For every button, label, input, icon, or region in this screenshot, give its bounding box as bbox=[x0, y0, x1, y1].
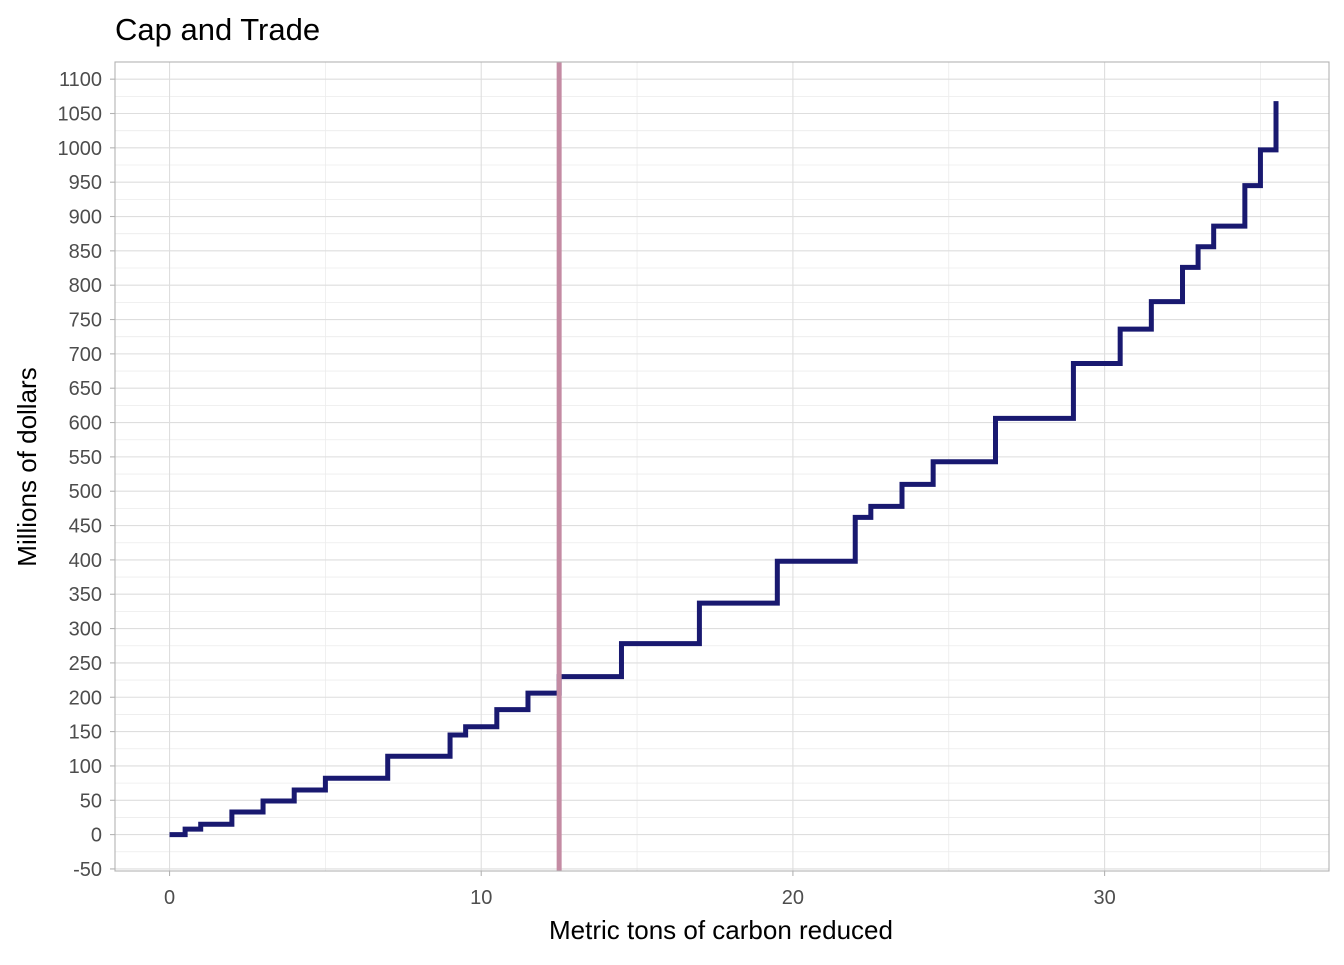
chart-title: Cap and Trade bbox=[115, 12, 320, 47]
y-tick-label: 150 bbox=[69, 722, 102, 744]
y-axis-title: Millions of dollars bbox=[12, 367, 42, 566]
y-tick-label: 1050 bbox=[58, 104, 103, 126]
y-tick-label: 700 bbox=[69, 344, 102, 366]
y-tick-label: 450 bbox=[69, 516, 102, 538]
ticks-layer bbox=[110, 78, 1106, 876]
y-tick-label: 850 bbox=[69, 241, 102, 263]
y-tick-label: -50 bbox=[73, 859, 102, 881]
labels-layer: 0 10 20 30 -50 0 50 100 150 200 250 300 350 400 450 500… bbox=[58, 69, 1116, 909]
x-tick-label: 30 bbox=[1093, 887, 1115, 909]
y-tick-label: 550 bbox=[69, 447, 102, 469]
y-tick-label: 900 bbox=[69, 207, 102, 229]
step-series-line bbox=[169, 101, 1279, 838]
data-layer bbox=[169, 62, 1279, 871]
y-tick-label: 650 bbox=[69, 378, 102, 400]
y-tick-label: 200 bbox=[69, 687, 102, 709]
x-tick-label: 10 bbox=[470, 887, 492, 909]
x-tick-label: 20 bbox=[782, 887, 804, 909]
y-tick-label: 950 bbox=[69, 172, 102, 194]
grid-layer bbox=[115, 61, 1329, 871]
y-tick-label: 250 bbox=[69, 653, 102, 675]
y-tick-label: 800 bbox=[69, 275, 102, 297]
y-tick-label: 750 bbox=[69, 310, 102, 332]
y-tick-label: 300 bbox=[69, 619, 102, 641]
plot-panel-border bbox=[114, 61, 1330, 872]
y-tick-label: 1100 bbox=[59, 69, 102, 91]
x-tick-label: 0 bbox=[164, 887, 175, 909]
x-axis-title: Metric tons of carbon reduced bbox=[549, 915, 893, 945]
y-tick-label: 50 bbox=[80, 790, 102, 812]
y-tick-label: 400 bbox=[69, 550, 102, 572]
y-tick-label: 500 bbox=[69, 481, 102, 503]
y-tick-label: 100 bbox=[69, 756, 102, 778]
y-tick-label: 0 bbox=[91, 825, 102, 847]
y-tick-label: 600 bbox=[69, 413, 102, 435]
y-tick-label: 1000 bbox=[58, 138, 103, 160]
y-tick-label: 350 bbox=[69, 584, 102, 606]
